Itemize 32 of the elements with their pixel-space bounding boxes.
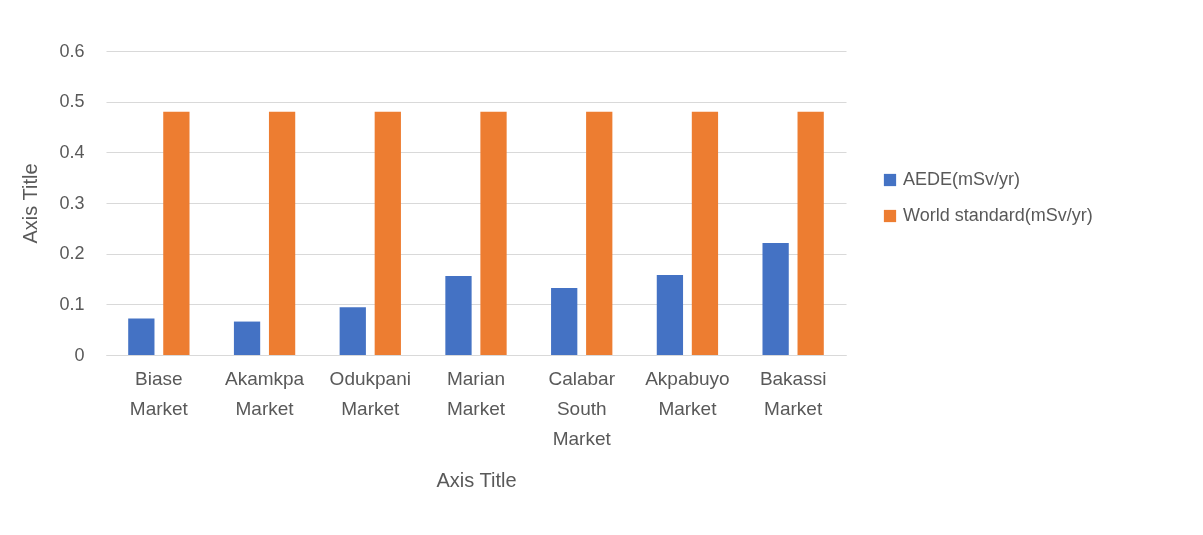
bar	[586, 111, 613, 355]
x-tick-label: Bakassi Market	[759, 367, 827, 419]
bar	[797, 111, 824, 355]
x-tick-label: Calabar South Market	[548, 367, 616, 449]
y-tick-label: 0.6	[59, 40, 85, 61]
y-tick-label: 0.5	[59, 91, 85, 112]
x-axis-title: Axis Title	[436, 468, 517, 491]
x-tick-label: Marian Market	[446, 367, 506, 419]
bar	[551, 288, 578, 355]
y-axis-title: Axis Title	[19, 163, 42, 244]
bar	[480, 111, 507, 355]
x-tick-label: Akamkpa Market	[224, 367, 305, 419]
bar	[163, 111, 190, 355]
bar	[445, 275, 472, 355]
bar	[656, 274, 684, 355]
bar	[233, 321, 261, 355]
bar	[128, 318, 155, 355]
legend-label: AEDE(mSv/yr)	[903, 169, 1020, 189]
bar	[762, 243, 789, 355]
bar	[268, 111, 296, 355]
bar	[374, 111, 401, 355]
y-tick-label: 0.1	[59, 293, 85, 314]
y-tick-label: 0.4	[59, 141, 85, 162]
x-tick-label: Odukpani Market	[329, 367, 411, 419]
x-tick-label: Biase Market	[129, 367, 189, 419]
y-tick-label: 0.2	[59, 243, 85, 264]
bar	[339, 307, 366, 355]
x-tick-label: Akpabuyo Market	[645, 367, 730, 419]
y-tick-label: 0	[74, 344, 85, 365]
bar	[691, 111, 719, 355]
y-tick-label: 0.3	[59, 192, 85, 213]
legend-label: World standard(mSv/yr)	[903, 205, 1093, 225]
